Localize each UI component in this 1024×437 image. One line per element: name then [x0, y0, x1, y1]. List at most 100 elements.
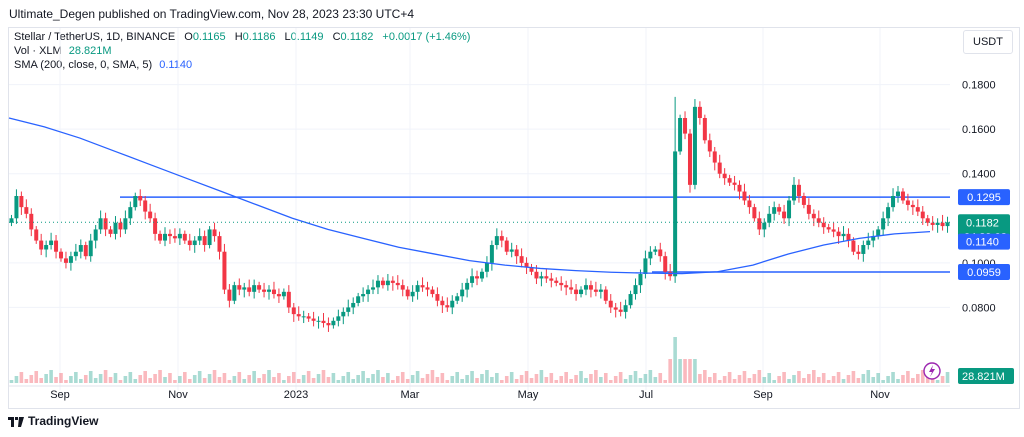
- candle-body: [420, 285, 425, 288]
- chart-panel[interactable]: [8, 27, 1020, 409]
- legend-symbol: Stellar / TetherUS, 1D, BINANCE: [14, 31, 176, 43]
- volume-bar: [93, 378, 98, 383]
- candle-body: [767, 213, 772, 223]
- volume-bar: [509, 372, 514, 383]
- currency-button[interactable]: USDT: [963, 30, 1013, 54]
- candle-body: [579, 289, 584, 295]
- candle-body: [385, 280, 390, 286]
- candle-body: [891, 196, 896, 208]
- candle-body: [232, 285, 237, 301]
- candle-body: [851, 240, 856, 252]
- candle-body: [534, 271, 539, 279]
- volume-bar: [683, 359, 687, 383]
- volume-bar: [514, 379, 519, 383]
- volume-bar: [316, 374, 321, 383]
- x-tick-label: Nov: [870, 389, 890, 401]
- volume-bar: [935, 380, 940, 383]
- volume-bar: [331, 373, 336, 383]
- volume-bar: [29, 375, 34, 383]
- candle-body: [742, 191, 747, 201]
- volume-bar: [613, 376, 618, 383]
- candle-body: [108, 229, 113, 234]
- candle-body: [192, 240, 197, 246]
- candle-body: [623, 305, 628, 312]
- candle-body: [757, 218, 762, 230]
- candle-body: [777, 207, 782, 212]
- candle-body: [177, 233, 182, 239]
- volume-bar: [103, 370, 108, 383]
- volume-bar: [277, 373, 281, 383]
- volume-bar: [767, 373, 772, 383]
- y-tick-label: 0.1400: [962, 169, 996, 181]
- candle-body: [692, 106, 697, 185]
- volume-bar: [39, 378, 43, 383]
- candle-body: [54, 240, 59, 252]
- candle-body: [217, 236, 222, 252]
- publisher-line: Ultimate_Degen published on TradingView.…: [9, 7, 415, 21]
- candle-body: [717, 162, 722, 174]
- sma-line: [8, 117, 931, 275]
- candle-body: [544, 276, 549, 279]
- legend-high-key: H: [234, 31, 243, 43]
- volume-bar: [623, 379, 628, 383]
- volume-bar: [480, 374, 484, 383]
- volume-bar: [391, 380, 395, 383]
- candle-body: [900, 191, 905, 201]
- volume-bar: [787, 379, 791, 383]
- volume-bar: [376, 370, 380, 383]
- candle-body: [871, 236, 876, 241]
- candle-body: [499, 236, 504, 241]
- volume-bar: [589, 374, 593, 383]
- legend-high-value: 0.1186: [242, 31, 276, 43]
- candle-body: [683, 118, 688, 134]
- volume-bar: [717, 380, 722, 383]
- candle-body: [455, 296, 460, 301]
- volume-bar: [88, 371, 93, 383]
- candle-body: [153, 218, 158, 234]
- candle-body: [737, 184, 742, 192]
- candle-body: [707, 140, 712, 152]
- candle-body: [395, 282, 400, 286]
- tradingview-logo-icon: [8, 417, 24, 427]
- candle-body: [346, 307, 351, 312]
- volume-bar: [207, 374, 212, 383]
- candle-body: [574, 289, 579, 295]
- volume-bar: [544, 377, 549, 383]
- candle-body: [405, 289, 410, 297]
- volume-bar: [802, 378, 806, 383]
- candle-body: [103, 218, 108, 230]
- candle-body: [697, 106, 702, 118]
- candle-body: [603, 289, 608, 301]
- volume-bar: [722, 376, 727, 383]
- candle-body: [197, 236, 202, 241]
- volume-bar: [222, 373, 227, 383]
- x-tick-label: Sep: [50, 389, 70, 401]
- volume-bar: [906, 371, 910, 383]
- level-price-label: 0.0959: [967, 267, 1001, 279]
- candle-body: [39, 240, 44, 250]
- volume-bar: [163, 377, 167, 383]
- candle-body: [450, 300, 455, 308]
- candle-body: [613, 307, 618, 310]
- volume-bar: [108, 377, 113, 383]
- volume-bar: [183, 372, 187, 383]
- candle-body: [702, 118, 707, 141]
- volume-bar: [123, 376, 128, 383]
- candle-body: [59, 251, 64, 259]
- volume-bar: [821, 373, 826, 383]
- volume-bar: [742, 371, 747, 383]
- volume-bar: [267, 370, 271, 383]
- candle-body: [727, 178, 732, 183]
- candle-body: [49, 240, 54, 246]
- candle-body: [569, 287, 574, 290]
- candle-body: [791, 184, 796, 201]
- candle-body: [237, 285, 242, 290]
- candle-body: [430, 289, 435, 295]
- candle-body: [222, 251, 227, 290]
- volume-bar: [534, 374, 539, 383]
- volume-bar: [425, 374, 430, 383]
- candle-body: [712, 151, 717, 163]
- legend-low-value: 0.1149: [290, 31, 324, 43]
- candle-body: [514, 249, 519, 257]
- volume-bar: [187, 379, 192, 383]
